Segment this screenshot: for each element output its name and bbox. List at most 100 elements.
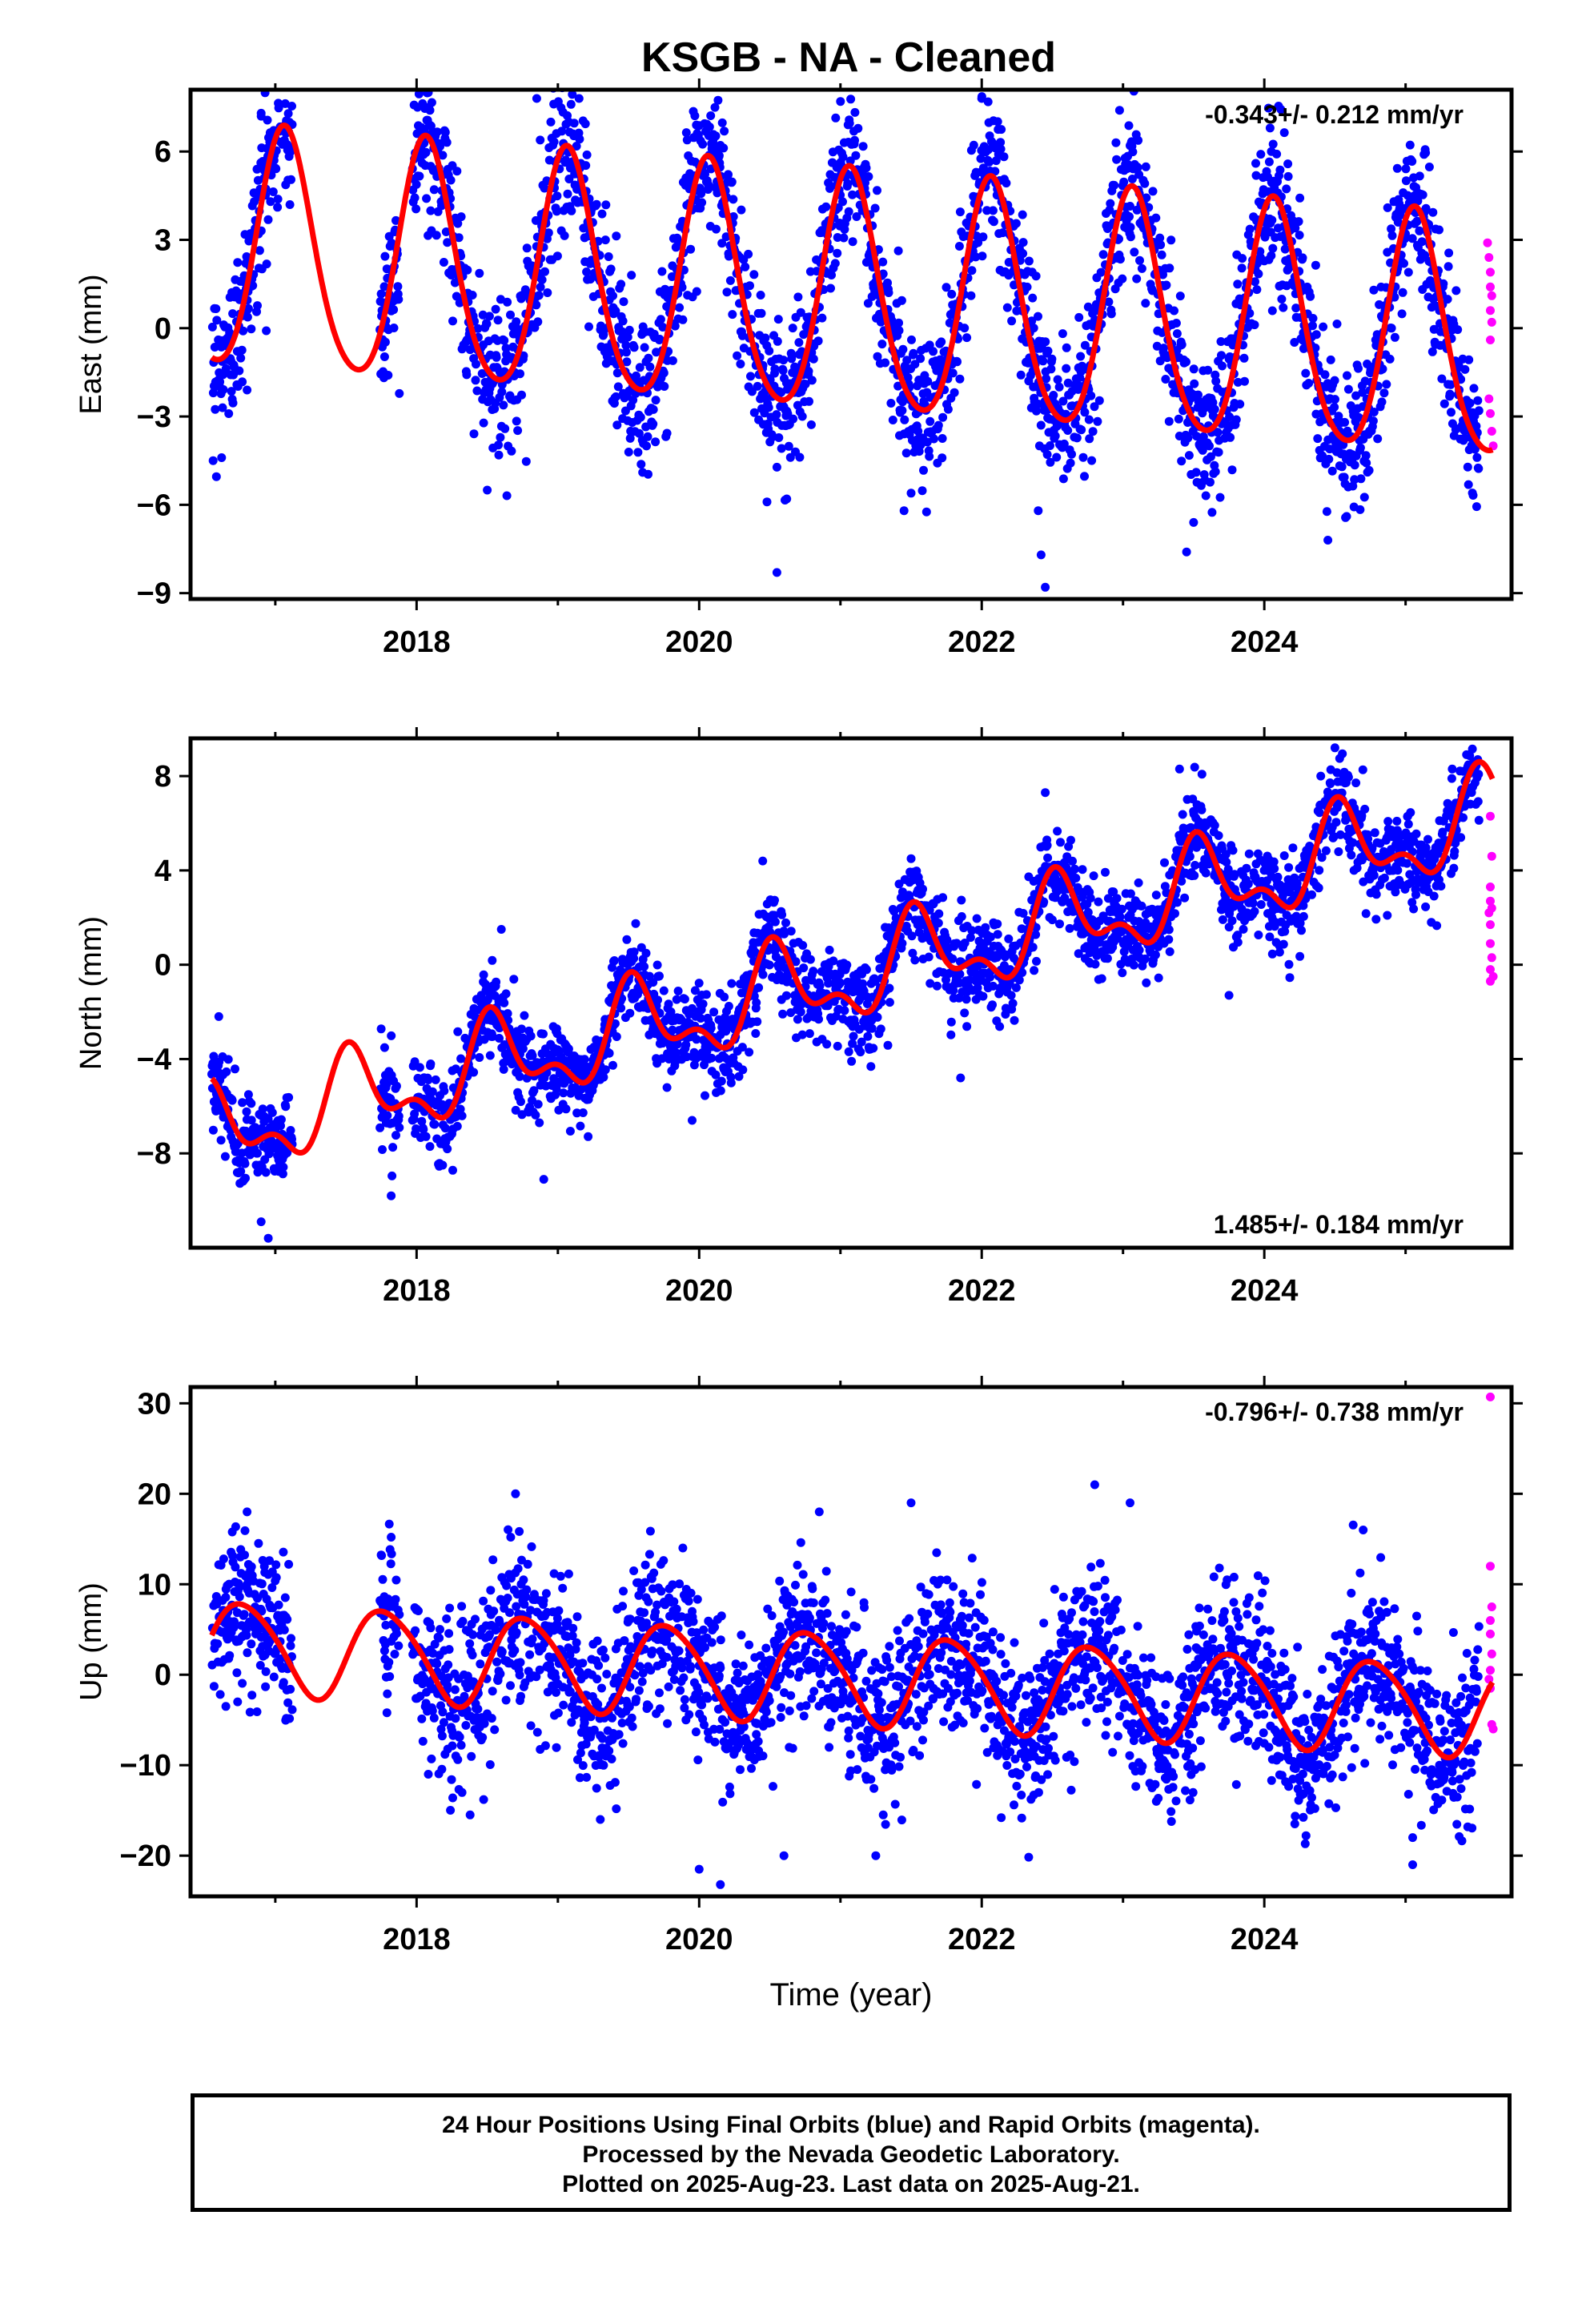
final-point: [1165, 947, 1174, 956]
final-point: [1151, 891, 1161, 900]
final-point: [380, 337, 390, 347]
final-point: [757, 308, 766, 318]
final-point: [1295, 193, 1305, 203]
final-point: [698, 999, 708, 1009]
final-point: [501, 344, 511, 353]
final-point: [737, 988, 746, 998]
final-point: [1231, 415, 1241, 424]
final-point: [568, 90, 577, 99]
final-point: [916, 440, 926, 449]
final-point: [517, 390, 526, 400]
final-point: [235, 366, 244, 376]
final-point: [972, 231, 982, 241]
final-point: [1054, 382, 1064, 392]
final-point: [512, 317, 521, 327]
final-point: [1373, 434, 1383, 444]
final-point: [1297, 926, 1306, 935]
final-point: [478, 310, 488, 320]
final-point: [283, 109, 293, 119]
final-point: [1126, 223, 1135, 232]
final-point: [457, 1111, 467, 1120]
final-point: [1354, 364, 1363, 373]
final-point: [211, 472, 221, 481]
final-point: [711, 131, 721, 141]
final-point: [1086, 391, 1096, 400]
final-point: [428, 74, 436, 82]
final-point: [955, 207, 965, 217]
final-point: [644, 353, 653, 363]
final-point: [804, 367, 813, 376]
final-point: [241, 1173, 250, 1183]
final-point: [443, 1144, 452, 1154]
final-point: [440, 127, 450, 137]
final-point: [1324, 454, 1334, 464]
final-point: [415, 171, 424, 181]
final-point: [1264, 157, 1274, 167]
final-point: [697, 189, 706, 199]
final-point: [746, 372, 755, 381]
final-point: [472, 386, 482, 396]
final-point: [850, 135, 859, 145]
final-point: [1071, 874, 1081, 883]
final-point: [513, 426, 523, 436]
final-point: [617, 327, 627, 336]
final-point: [475, 1053, 484, 1062]
final-point: [1111, 138, 1121, 147]
final-point: [1140, 179, 1150, 188]
final-point: [645, 362, 655, 372]
final-point: [779, 356, 789, 365]
final-point: [1238, 254, 1247, 263]
final-point: [1080, 340, 1090, 350]
final-point: [1166, 235, 1176, 245]
final-point: [799, 330, 809, 340]
rapid-point: [1484, 394, 1494, 404]
final-point: [606, 264, 616, 274]
final-point: [1294, 217, 1303, 227]
final-point: [753, 1017, 762, 1027]
final-point: [1267, 147, 1276, 156]
final-point: [972, 914, 982, 923]
final-point: [1094, 897, 1103, 907]
final-point: [1089, 871, 1098, 881]
final-point: [1359, 493, 1369, 502]
final-point: [410, 1057, 420, 1067]
final-point: [1364, 465, 1374, 475]
final-point: [263, 215, 273, 224]
final-point: [1119, 177, 1129, 187]
final-point: [1265, 932, 1275, 942]
final-point: [825, 183, 834, 193]
final-point: [786, 927, 796, 936]
final-point: [426, 56, 435, 65]
final-point: [1268, 243, 1278, 253]
final-point: [599, 330, 608, 340]
final-point: [1361, 451, 1371, 460]
final-point: [1093, 416, 1102, 426]
final-point: [440, 1124, 450, 1133]
final-point: [870, 203, 880, 213]
final-point: [873, 1012, 882, 1022]
final-point: [722, 287, 732, 297]
final-point: [383, 1111, 392, 1120]
final-point: [271, 164, 281, 174]
final-point: [1096, 267, 1106, 277]
final-point: [506, 310, 515, 320]
final-point: [277, 75, 286, 84]
final-point: [1150, 950, 1160, 959]
final-point: [681, 128, 691, 138]
final-point: [532, 300, 541, 310]
final-point: [503, 297, 512, 307]
final-point: [846, 94, 856, 104]
rapid-point: [1487, 291, 1496, 300]
final-point: [696, 1014, 705, 1023]
final-point: [1080, 408, 1090, 417]
final-point: [981, 923, 990, 932]
final-point: [1425, 275, 1435, 285]
final-point: [1218, 915, 1227, 924]
final-point: [1250, 320, 1259, 330]
final-point: [379, 282, 389, 292]
final-point: [842, 960, 852, 970]
final-point: [1172, 898, 1182, 907]
final-point: [1437, 374, 1447, 384]
final-point: [501, 989, 511, 999]
final-point: [1283, 159, 1293, 169]
